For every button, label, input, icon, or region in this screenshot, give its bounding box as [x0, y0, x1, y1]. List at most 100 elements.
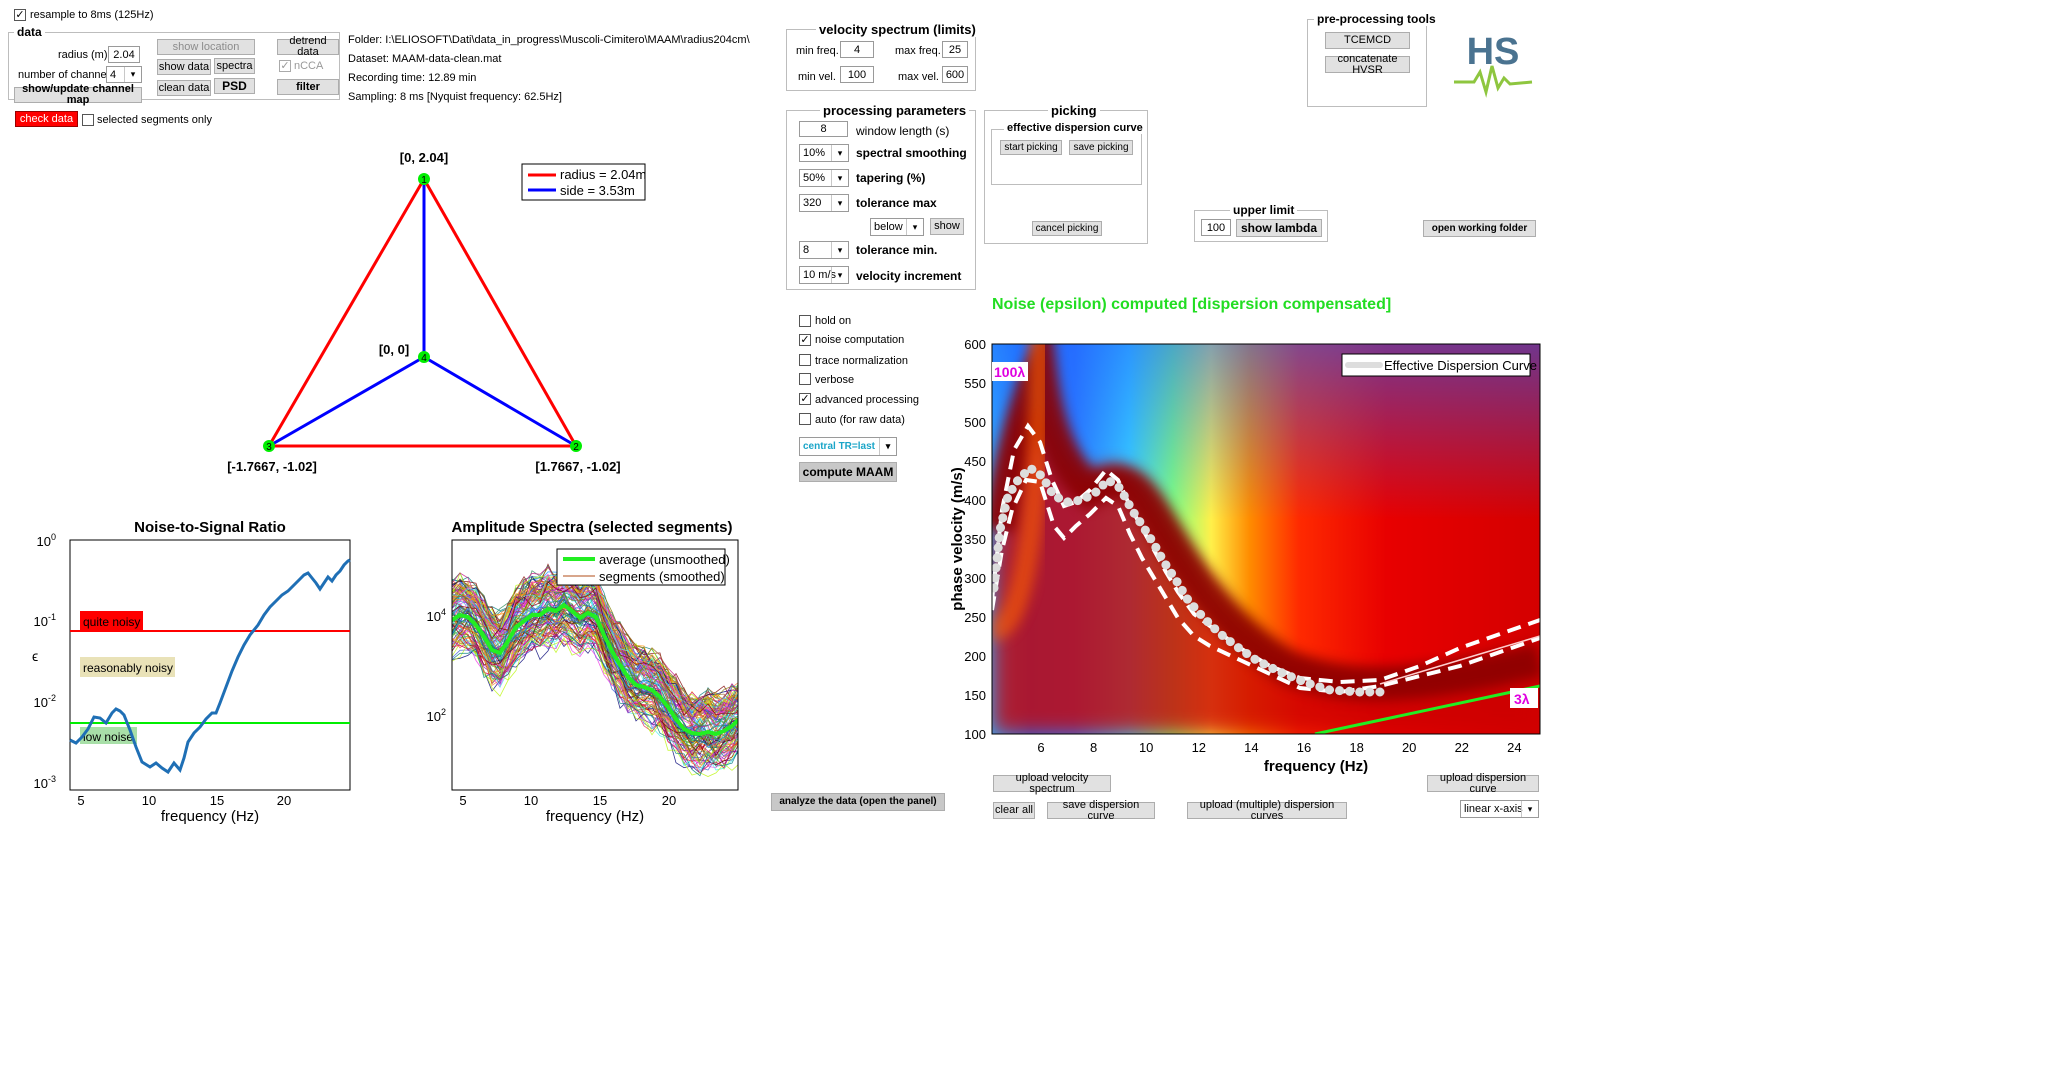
chevron-down-icon: ▾: [906, 219, 923, 235]
upper-limit-input[interactable]: 100: [1201, 219, 1231, 236]
max-vel-label: max vel.: [898, 71, 939, 83]
x-axis-scale-value: linear x-axis: [1464, 803, 1523, 815]
clean-data-button[interactable]: clean data: [157, 80, 211, 96]
dispersion-title: Noise (epsilon) computed [dispersion com…: [992, 296, 1392, 313]
dispersion-ytick: 400: [964, 493, 986, 508]
chevron-down-icon: ▾: [831, 267, 848, 283]
dispersion-ytick: 150: [964, 688, 986, 703]
sampling-text: Sampling: 8 ms [Nyquist frequency: 62.5H…: [348, 91, 562, 103]
smoothing-select[interactable]: 10% ▾: [799, 144, 849, 162]
node-label-4: 4: [421, 353, 427, 364]
clear-all-button[interactable]: clear all: [993, 802, 1035, 819]
channel-node-4: [418, 351, 430, 363]
min-freq-input[interactable]: 4: [840, 41, 874, 58]
dispersion-ytick: 200: [964, 649, 986, 664]
amp-xtick-10: 10: [524, 793, 538, 808]
tapering-value: 50%: [803, 172, 826, 184]
filter-button[interactable]: filter: [277, 79, 339, 95]
cancel-picking-button[interactable]: cancel picking: [1032, 221, 1102, 236]
advanced-processing-label: advanced processing: [815, 394, 919, 406]
psd-button[interactable]: PSD: [214, 78, 255, 94]
amp-xlabel: frequency (Hz): [546, 808, 644, 825]
data-panel: [8, 32, 340, 100]
show-location-button[interactable]: show location: [157, 39, 255, 55]
trace-normalization-checkbox[interactable]: [799, 354, 811, 366]
dispersion-xtick: 6: [1037, 740, 1044, 755]
verbose-checkbox[interactable]: [799, 373, 811, 385]
upload-dispersion-curve-button[interactable]: upload dispersion curve: [1427, 772, 1539, 794]
dispersion-ytick: 500: [964, 415, 986, 430]
dispersion-ytick: 550: [964, 376, 986, 391]
compute-maam-button[interactable]: compute MAAM: [799, 462, 897, 482]
x-axis-scale-select[interactable]: linear x-axis ▾: [1460, 800, 1539, 818]
tolerance-min-select[interactable]: 8 ▾: [799, 241, 849, 259]
picking-title: picking: [1048, 103, 1100, 118]
spectra-button[interactable]: spectra: [214, 58, 255, 74]
ncca-checkbox[interactable]: ✓: [279, 60, 291, 72]
amp-xtick-20: 20: [662, 793, 676, 808]
open-working-folder-button[interactable]: open working folder: [1423, 220, 1536, 237]
selected-only-checkbox[interactable]: [82, 114, 94, 126]
amp-xtick-5: 5: [459, 793, 466, 808]
effective-dispersion-curve: [992, 462, 1389, 697]
effective-curve-panel: [991, 129, 1142, 185]
save-picking-button[interactable]: save picking: [1069, 140, 1133, 155]
save-dispersion-curve-button[interactable]: save dispersion curve: [1047, 799, 1155, 821]
upload-velocity-spectrum-button[interactable]: upload velocity spectrum: [993, 772, 1111, 794]
central-tr-select[interactable]: central TR=last ▾: [799, 437, 897, 456]
radius-input[interactable]: 2.04: [108, 46, 140, 63]
dispersion-xtick: 8: [1090, 740, 1097, 755]
lambda100-label: 100λ: [994, 364, 1025, 380]
tolerance-max-select[interactable]: 320 ▾: [799, 194, 849, 212]
below-select[interactable]: below ▾: [870, 218, 924, 236]
chevron-down-icon: ▾: [831, 195, 848, 211]
effective-curve-title: effective dispersion curve: [1004, 122, 1146, 134]
channels-select[interactable]: 4 ▾: [106, 66, 142, 83]
preproc-title: pre-processing tools: [1314, 12, 1439, 26]
recording-text: Recording time: 12.89 min: [348, 72, 477, 84]
dispersion-ytick: 450: [964, 454, 986, 469]
channel-map-button[interactable]: show/update channel map: [14, 84, 142, 106]
show-data-button[interactable]: show data: [157, 59, 211, 75]
trace-normalization-label: trace normalization: [815, 355, 908, 367]
concatenate-hvsr-button[interactable]: concatenate HVSR: [1325, 53, 1410, 75]
dispersion-xtick: 18: [1349, 740, 1363, 755]
channels-value: 4: [110, 68, 117, 81]
max-freq-input[interactable]: 25: [942, 41, 968, 58]
folder-text: Folder: I:\ELIOSOFT\Dati\data_in_progres…: [348, 34, 750, 46]
noise-computation-checkbox[interactable]: ✓: [799, 334, 811, 346]
velocity-increment-select[interactable]: 10 m/s ▾: [799, 266, 849, 284]
resample-checkbox[interactable]: ✓: [14, 9, 26, 21]
node-label-1: 1: [421, 175, 427, 186]
min-vel-input[interactable]: 100: [840, 66, 874, 83]
upload-multiple-curves-button[interactable]: upload (multiple) dispersion curves: [1187, 799, 1347, 821]
dispersion-legend: Effective Dispersion Curve: [1341, 353, 1537, 377]
advanced-processing-checkbox[interactable]: ✓: [799, 393, 811, 405]
quite-noisy-label: quite noisy: [83, 615, 140, 629]
dispersion-xtick: 24: [1507, 740, 1521, 755]
show-lambda-button[interactable]: show lambda: [1236, 219, 1322, 237]
start-picking-button[interactable]: start picking: [1000, 140, 1062, 155]
dispersion-ytick: 600: [964, 337, 986, 352]
nsr-xtick-20: 20: [277, 793, 291, 808]
auto-raw-checkbox[interactable]: [799, 413, 811, 425]
window-length-input[interactable]: 8: [799, 121, 848, 137]
dispersion-ytick: 300: [964, 571, 986, 586]
analyze-data-button[interactable]: analyze the data (open the panel): [771, 793, 945, 811]
channel-node-1: [418, 173, 430, 185]
tapering-label: tapering (%): [856, 171, 926, 185]
min-freq-label: min freq.: [796, 45, 839, 57]
tapering-select[interactable]: 50% ▾: [799, 169, 849, 187]
check-data-button[interactable]: check data: [15, 111, 78, 127]
lower-bound-curve: [992, 477, 1540, 695]
show-tolerance-button[interactable]: show: [930, 218, 964, 235]
velocity-increment-label: velocity increment: [856, 269, 962, 283]
hold-on-checkbox[interactable]: [799, 315, 811, 327]
nsr-ylabel: ϵ: [32, 648, 38, 664]
amp-ytick-4: 104: [427, 607, 446, 624]
tcemcd-button[interactable]: TCEMCD: [1325, 32, 1410, 49]
detrend-button[interactable]: detrend data: [277, 36, 339, 58]
verbose-label: verbose: [815, 374, 855, 386]
max-vel-input[interactable]: 600: [942, 66, 968, 83]
chevron-down-icon: ▾: [124, 67, 141, 82]
